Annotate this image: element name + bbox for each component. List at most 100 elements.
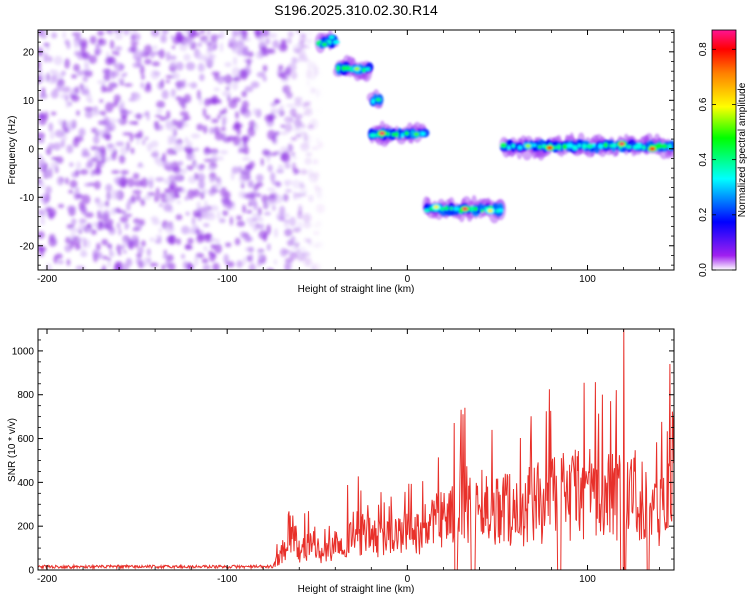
noise-blob xyxy=(194,172,199,180)
noise-blob xyxy=(95,251,103,260)
noise-blob xyxy=(243,146,250,155)
noise-blob xyxy=(53,55,63,66)
noise-blob xyxy=(257,217,264,222)
noise-blob xyxy=(266,243,271,251)
noise-blob xyxy=(136,137,140,145)
noise-blob xyxy=(143,195,152,201)
noise-blob xyxy=(53,142,61,151)
noise-blob xyxy=(194,32,201,37)
noise-blob xyxy=(284,257,294,264)
noise-blob xyxy=(127,177,135,188)
noise-blob xyxy=(303,221,312,229)
noise-blob xyxy=(275,194,283,204)
noise-blob xyxy=(75,161,82,170)
noise-blob xyxy=(280,40,287,50)
colorbar-tick-label: 0.2 xyxy=(698,207,709,221)
noise-blob xyxy=(255,174,264,182)
noise-blob xyxy=(74,135,84,142)
noise-blob xyxy=(67,101,73,107)
noise-blob xyxy=(235,111,239,120)
x-tick-label: 100 xyxy=(579,274,596,285)
spectrogram-signal xyxy=(314,30,674,224)
noise-blob xyxy=(71,218,77,226)
noise-blob xyxy=(283,222,290,228)
noise-blob xyxy=(255,108,262,118)
noise-blob xyxy=(167,234,177,245)
noise-blob xyxy=(276,169,284,174)
noise-blob xyxy=(119,216,129,223)
noise-blob xyxy=(290,137,298,141)
noise-blob xyxy=(236,220,246,227)
colorbar-label: Normalized spectral amplitude xyxy=(737,82,748,217)
noise-blob xyxy=(275,181,282,188)
y-tick-label: -20 xyxy=(20,241,35,252)
snr-frame xyxy=(37,328,675,571)
noise-blob xyxy=(66,144,74,154)
y-tick-label: 10 xyxy=(23,96,35,107)
noise-blob xyxy=(191,152,196,160)
noise-blob xyxy=(213,34,223,39)
noise-blob xyxy=(264,30,269,36)
noise-blob xyxy=(65,236,72,244)
noise-blob xyxy=(146,248,151,257)
noise-blob xyxy=(79,83,84,91)
noise-blob xyxy=(126,201,131,211)
noise-blob xyxy=(192,209,202,218)
noise-blob xyxy=(232,135,242,146)
noise-blob xyxy=(201,258,209,264)
noise-blob xyxy=(65,120,75,128)
noise-blob xyxy=(311,146,319,151)
noise-blob xyxy=(130,194,136,203)
noise-blob xyxy=(116,78,126,82)
noise-blob xyxy=(207,167,216,171)
noise-blob xyxy=(49,130,55,140)
noise-blob xyxy=(266,154,271,163)
noise-blob xyxy=(213,87,220,92)
noise-blob xyxy=(144,58,152,65)
noise-blob xyxy=(39,111,45,120)
noise-blob xyxy=(38,117,47,126)
noise-blob xyxy=(214,238,221,244)
noise-blob xyxy=(161,264,166,270)
noise-blob xyxy=(130,44,138,53)
noise-blob xyxy=(114,46,123,51)
noise-blob xyxy=(209,127,214,135)
signal-highlight xyxy=(661,143,668,149)
noise-blob xyxy=(287,143,294,153)
noise-blob xyxy=(161,89,169,100)
x-tick-label: -200 xyxy=(37,274,57,285)
noise-blob xyxy=(185,141,193,148)
noise-blob xyxy=(317,141,324,149)
noise-blob xyxy=(97,210,101,220)
noise-blob xyxy=(155,187,160,197)
noise-blob xyxy=(155,120,159,132)
noise-blob xyxy=(217,156,224,161)
noise-blob xyxy=(299,169,308,175)
noise-blob xyxy=(270,112,274,123)
noise-blob xyxy=(98,38,103,45)
noise-blob xyxy=(172,166,182,174)
noise-blob xyxy=(212,262,220,270)
signal-highlight xyxy=(365,67,371,71)
signal-highlight xyxy=(469,205,475,212)
noise-blob xyxy=(140,82,145,89)
colorbar-tick-label: 0.0 xyxy=(698,263,709,277)
noise-blob xyxy=(64,58,70,69)
y-tick-label: 400 xyxy=(17,478,34,489)
noise-blob xyxy=(94,197,101,204)
noise-blob xyxy=(76,110,80,116)
noise-blob xyxy=(195,228,200,235)
noise-blob xyxy=(299,188,308,194)
noise-blob xyxy=(221,76,228,80)
noise-blob xyxy=(161,30,169,35)
noise-blob xyxy=(203,246,208,252)
noise-blob xyxy=(79,169,89,175)
noise-blob xyxy=(305,69,312,80)
spectrogram-frame xyxy=(37,29,675,271)
signal-highlight xyxy=(667,143,672,150)
noise-blob xyxy=(141,74,145,80)
noise-blob xyxy=(308,86,316,95)
noise-blob xyxy=(255,51,262,59)
noise-blob xyxy=(186,263,195,270)
noise-blob xyxy=(120,170,129,175)
